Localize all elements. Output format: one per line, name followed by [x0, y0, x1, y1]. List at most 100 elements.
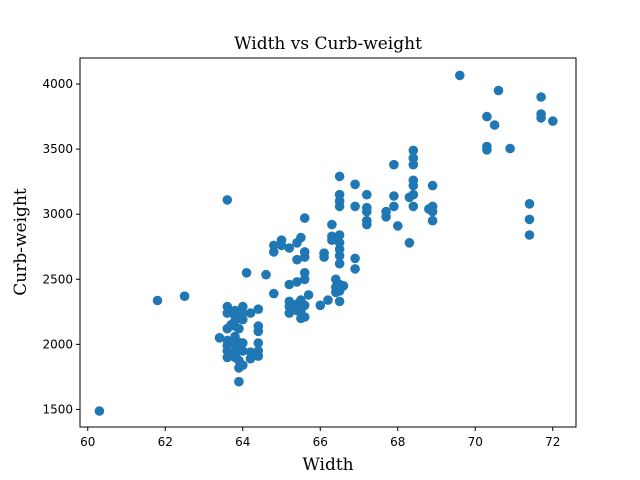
data-point-112 — [393, 221, 403, 231]
y-tick-label-4000: 4000 — [42, 77, 73, 91]
plot-frame — [79, 57, 577, 428]
data-point-21 — [230, 305, 240, 316]
data-point-2 — [179, 291, 190, 302]
data-point-41 — [253, 338, 264, 348]
data-point-113 — [404, 238, 415, 248]
x-tick-label-68: 68 — [390, 435, 405, 449]
data-point-22 — [234, 376, 244, 387]
y-tick-label-1500: 1500 — [42, 402, 73, 416]
data-point-111 — [389, 159, 399, 170]
data-point-125 — [427, 201, 438, 212]
data-point-108 — [381, 206, 391, 217]
data-point-121 — [408, 145, 419, 156]
data-point-38 — [245, 308, 256, 318]
data-point-100 — [350, 201, 360, 212]
data-point-101 — [350, 179, 360, 190]
data-point-73 — [299, 213, 310, 223]
data-point-127 — [455, 70, 465, 81]
data-point-77 — [319, 248, 329, 258]
data-point-118 — [408, 175, 419, 186]
chart-title: Width vs Curb-weight — [234, 34, 422, 54]
data-point-123 — [427, 215, 438, 226]
data-point-72 — [299, 247, 310, 257]
data-point-53 — [284, 296, 295, 307]
data-point-109 — [389, 201, 399, 212]
data-point-120 — [408, 153, 419, 163]
x-tick-label-60: 60 — [80, 435, 95, 449]
data-point-126 — [427, 180, 438, 191]
data-point-48 — [269, 240, 279, 251]
data-point-31 — [238, 338, 248, 348]
data-point-30 — [238, 346, 248, 356]
data-point-44 — [253, 304, 264, 315]
data-point-130 — [482, 111, 492, 122]
data-point-40 — [253, 346, 264, 356]
data-point-139 — [536, 92, 546, 102]
data-point-131 — [489, 120, 500, 130]
data-point-140 — [548, 116, 558, 126]
x-tick-label-72: 72 — [545, 435, 560, 449]
data-point-116 — [408, 189, 419, 200]
x-tick-label-62: 62 — [158, 435, 173, 449]
x-tick-label-70: 70 — [468, 435, 483, 449]
data-point-78 — [323, 295, 333, 305]
data-point-132 — [493, 85, 504, 96]
data-points — [94, 70, 558, 416]
y-axis-label: Curb-weight — [11, 188, 31, 296]
data-point-45 — [261, 269, 271, 280]
y-tick-label-2000: 2000 — [42, 337, 73, 351]
data-point-43 — [253, 321, 264, 331]
data-point-35 — [241, 268, 252, 278]
data-point-67 — [299, 312, 310, 322]
data-point-110 — [389, 191, 399, 201]
data-point-98 — [350, 264, 360, 274]
data-point-91 — [334, 238, 345, 248]
x-tick-label-66: 66 — [313, 435, 328, 449]
data-point-105 — [362, 202, 372, 213]
data-point-10 — [222, 301, 233, 312]
data-point-85 — [334, 296, 345, 307]
data-point-60 — [292, 254, 302, 265]
data-point-134 — [524, 230, 535, 240]
y-tick-label-3000: 3000 — [42, 207, 73, 221]
y-tick-label-2500: 2500 — [42, 272, 73, 286]
data-point-106 — [362, 189, 372, 200]
data-point-81 — [327, 219, 337, 230]
data-point-34 — [238, 301, 248, 312]
x-axis-label: Width — [302, 455, 353, 475]
data-point-103 — [362, 215, 372, 226]
data-point-74 — [303, 290, 314, 300]
data-point-75 — [315, 300, 326, 311]
data-point-0 — [94, 406, 105, 416]
data-point-46 — [269, 288, 279, 299]
data-point-136 — [524, 199, 535, 209]
data-point-92 — [334, 230, 345, 240]
data-point-68 — [299, 300, 310, 311]
data-point-29 — [238, 360, 248, 371]
data-point-50 — [276, 235, 287, 245]
data-point-96 — [334, 171, 345, 182]
data-point-80 — [327, 231, 337, 242]
data-point-70 — [299, 268, 310, 278]
x-tick-label-64: 64 — [235, 435, 250, 449]
data-point-54 — [284, 279, 295, 290]
data-point-66 — [296, 232, 306, 243]
data-point-95 — [334, 189, 345, 200]
data-point-135 — [524, 214, 535, 225]
data-point-97 — [338, 281, 349, 291]
data-point-55 — [284, 243, 295, 253]
data-point-11 — [222, 195, 233, 205]
x-axis-ticks: 60 62 64 66 68 70 72 — [80, 427, 560, 449]
y-tick-label-3500: 3500 — [42, 142, 73, 156]
data-point-129 — [482, 141, 492, 152]
data-point-99 — [350, 253, 360, 264]
data-point-3 — [214, 333, 225, 343]
data-point-59 — [292, 277, 302, 287]
data-point-138 — [536, 109, 546, 119]
data-point-115 — [408, 201, 419, 212]
data-point-27 — [234, 323, 244, 334]
y-axis-ticks: 1500 2000 2500 3000 3500 4000 — [42, 77, 80, 416]
data-point-133 — [505, 143, 515, 154]
